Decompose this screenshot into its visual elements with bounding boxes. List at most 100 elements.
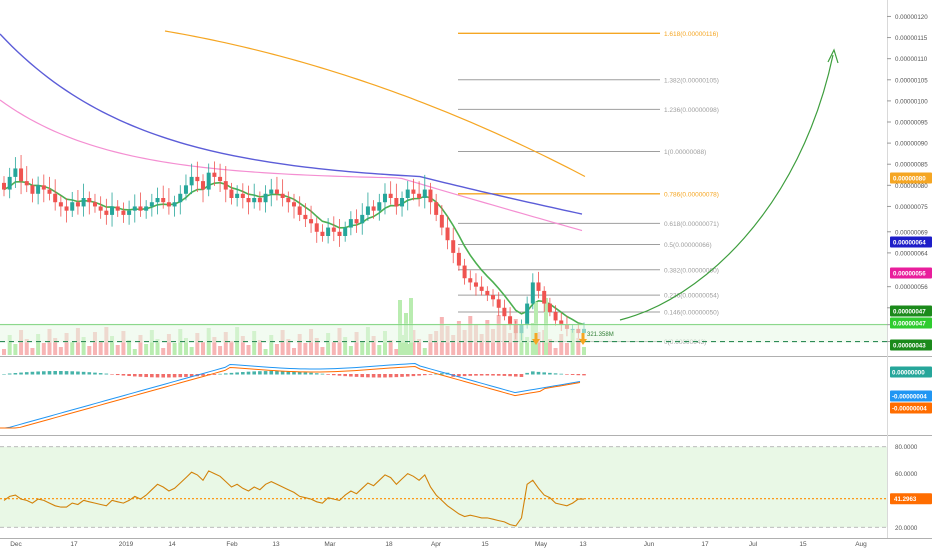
fib-level-label: 0.618(0.00000071) [664,221,719,228]
volume-bar [479,334,484,355]
time-tick-label: Jul [749,541,758,548]
macd-histogram-bar [360,374,365,378]
volume-bar [161,348,166,355]
volume-bar [110,336,115,355]
candle-body [47,189,52,194]
candle-body [195,176,200,182]
price-badge [890,236,932,248]
macd-histogram-bar [326,374,330,375]
candle-body [280,193,285,198]
macd-histogram-bar [30,371,35,375]
candle-body [155,198,160,203]
candle-body [30,185,35,194]
macd-histogram-bar [468,374,473,376]
macd-histogram-bar [417,374,421,376]
volume-bar [81,337,86,355]
macd-histogram-bar [19,372,23,375]
macd-histogram-bar [229,372,234,375]
time-tick-label: 15 [799,541,807,548]
candle-body [468,278,473,283]
time-tick-label: Mar [324,541,336,548]
price-badge-label: 0.00000043 [893,343,926,350]
candle-body [371,206,376,211]
time-tick-label: 14 [168,541,176,548]
macd-histogram-bar [189,374,194,377]
volume-bar [547,339,552,355]
candle-body [64,206,69,211]
candle-body [166,202,171,207]
volume-bar [286,339,291,355]
candle-body [240,193,245,198]
macd-histogram-bar [519,374,524,377]
macd-histogram-bar [263,371,268,375]
bounce-arrow [532,333,540,345]
candle-body [7,176,12,190]
fib-level-label: 1(0.00000088) [664,149,706,156]
support-zone [0,323,887,343]
macd-histogram-bar [508,374,512,377]
price-tick-label: 0.00000069 [895,229,928,236]
rsi-badge-label: 41.2963 [894,496,917,503]
time-tick-label: 17 [70,541,78,548]
volume-bar [451,335,456,355]
macd-histogram-bar [241,372,245,375]
macd-histogram-bar [394,374,399,378]
macd-histogram-bar [76,371,80,375]
candle-body [189,176,194,186]
candle-body [144,206,149,211]
macd-histogram-bar [7,373,12,375]
rsi-tick-label: 60.0000 [895,471,918,478]
macd-histogram-bar [422,374,427,376]
time-tick-label: 13 [579,541,587,548]
macd-histogram-bar [280,371,285,375]
candle-body [161,198,166,203]
macd-histogram-bar [411,374,416,377]
candle-body [377,202,382,211]
candle-body [178,193,183,203]
macd-histogram-bar [314,373,319,375]
candle-body [417,193,422,198]
rsi-badge [890,493,932,505]
rsi-tick-label: 20.0000 [895,525,918,532]
macd-histogram-bar [337,374,342,376]
candle-body [337,231,342,236]
macd-histogram-bar [178,374,183,378]
macd-histogram-bar [388,374,393,378]
candle-body [257,198,262,203]
macd-histogram-bar [115,374,120,376]
volume-bar [127,340,132,355]
price-axis: 0.00000120 0.00000115 0.00000110 0.00000105… [887,14,932,351]
candle-body [132,206,137,211]
volume-bar [7,335,12,355]
time-tick-label: Apr [431,541,442,548]
volume-bar [13,344,18,355]
candle-body [400,198,405,207]
volume-bar [536,332,541,355]
price-badge-label: 0.00000056 [893,271,926,278]
macd-histogram-bar [474,374,478,376]
volume-bar [58,347,63,355]
macd-badge [890,390,932,402]
macd-histogram-bar [542,372,546,375]
candle-body [365,206,370,215]
macd-histogram-bar [81,371,86,375]
macd-histogram-bar [366,374,370,378]
candle-body [246,198,251,203]
macd-badge-label: -0.00000004 [892,406,927,413]
candle-body [201,181,206,190]
macd-badge-label: 0.00000000 [892,370,925,377]
macd-histogram-bar [513,374,518,377]
volume-bar [360,341,365,355]
volume-bar [201,342,206,355]
candle-body [87,198,92,203]
candle-body [252,198,257,203]
annotations: 321.358M [0,48,887,345]
fib-level-label: 1.618(0.00000116) [664,31,718,38]
macd-histogram-bar [292,371,296,375]
macd-signal-line [0,366,581,429]
price-badge [890,339,932,351]
candle-body [536,282,541,291]
macd-histogram-bar [354,374,359,377]
volume-bar [144,344,149,355]
